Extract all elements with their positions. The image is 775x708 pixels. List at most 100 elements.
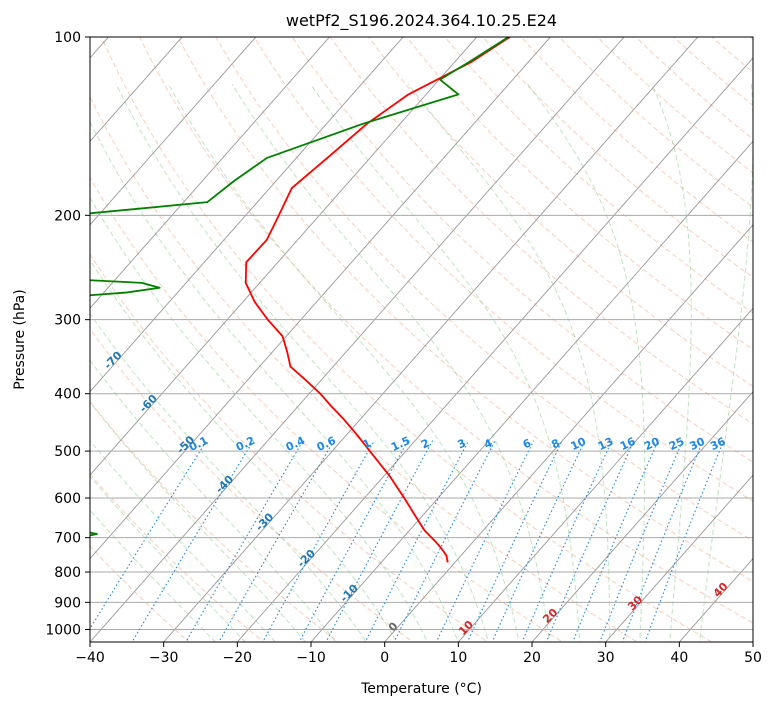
moist-adiabat — [90, 120, 459, 642]
dry-adiabat — [90, 95, 638, 642]
mixing-ratio-label: 25 — [667, 435, 686, 453]
temperature-trace — [244, 37, 511, 563]
dry-adiabat — [329, 37, 753, 425]
dry-adiabat — [90, 253, 489, 642]
y-tick-label: 500 — [54, 444, 81, 460]
isotherm-line — [90, 37, 257, 226]
mixing-ratio-label: 36 — [708, 435, 728, 453]
moist-adiabat — [231, 83, 550, 642]
dry-adiabat — [177, 37, 753, 583]
mixing-ratio-line — [262, 440, 375, 642]
isotherm-line — [90, 37, 331, 309]
moist-adiabat — [699, 83, 753, 642]
y-axis-label: Pressure (hPa) — [12, 289, 28, 389]
x-tick-label: 50 — [744, 650, 762, 666]
x-tick-label: 10 — [449, 650, 467, 666]
mixing-ratio-line — [298, 440, 409, 642]
moist-adiabat — [115, 83, 490, 642]
mixing-ratio-line — [466, 440, 563, 642]
moist-adiabats — [90, 83, 753, 642]
moist-adiabat — [90, 475, 246, 642]
isotherm-line — [163, 37, 699, 642]
mixing-ratio-line — [435, 440, 535, 642]
y-tick-label: 100 — [54, 30, 81, 46]
isotherm-line — [90, 37, 478, 476]
x-tick-label: 20 — [523, 650, 541, 666]
moist-adiabat — [90, 259, 398, 642]
isotherm-line — [90, 37, 625, 642]
dry-adiabat — [90, 176, 564, 642]
isotherms — [90, 37, 753, 642]
mixing-ratio-line — [218, 440, 335, 642]
x-axis-label: Temperature (°C) — [360, 681, 482, 697]
x-tick-label: −40 — [75, 650, 105, 666]
dry-adiabat — [482, 37, 753, 278]
mixing-ratio-label: 20 — [642, 435, 662, 453]
y-tick-label: 200 — [54, 208, 81, 224]
chart-title: wetPf2_S196.2024.364.10.25.E24 — [286, 11, 557, 31]
isobars — [90, 37, 753, 630]
mixing-ratio-line — [185, 440, 304, 642]
x-tick-label: 0 — [380, 650, 389, 666]
mixing-ratio-label: 13 — [596, 435, 615, 453]
mixing-ratio-line — [521, 440, 613, 642]
y-tick-label: 700 — [54, 531, 81, 547]
y-tick-label: 1000 — [45, 622, 81, 638]
mixing-ratio-line — [90, 440, 208, 630]
moist-adiabat — [407, 83, 611, 642]
dewpoint-trace — [90, 37, 509, 537]
y-tick-label: 800 — [54, 565, 81, 581]
isotherm-line — [531, 390, 753, 642]
isotherm-line — [310, 140, 753, 642]
dry-adiabat — [444, 37, 753, 314]
moist-adiabat — [309, 83, 581, 642]
x-tick-label: −20 — [223, 650, 253, 666]
dry-adiabat — [253, 37, 753, 502]
mixing-ratio-line — [131, 440, 254, 642]
moist-adiabat — [90, 312, 367, 642]
mixing-ratio-line — [572, 440, 659, 642]
moist-adiabat — [167, 83, 520, 642]
dry-adiabat — [139, 37, 753, 624]
isotherm-line — [90, 37, 183, 143]
mixing-ratio-lines — [90, 440, 725, 642]
x-tick-label: −30 — [149, 650, 179, 666]
x-tick-label: −10 — [296, 650, 326, 666]
y-axis-ticks: 100 200 300 400 500 600 700 800 900 1000 — [45, 30, 90, 638]
mixing-ratio-label: 30 — [688, 435, 708, 453]
plot-area — [90, 37, 753, 642]
y-tick-label: 400 — [54, 387, 81, 403]
isotherm-line — [90, 37, 404, 393]
mixing-ratio-line — [325, 440, 434, 642]
dry-adiabat — [90, 545, 190, 642]
x-tick-label: 40 — [670, 650, 688, 666]
isotherm-line — [236, 57, 753, 642]
moist-adiabat — [90, 359, 337, 642]
plot-frame — [89, 36, 754, 643]
mixing-ratio-label: 16 — [618, 435, 638, 453]
dry-adiabat — [558, 37, 753, 208]
y-tick-label: 300 — [54, 313, 81, 329]
moist-adiabat — [526, 83, 646, 642]
isotherm-line — [605, 474, 753, 642]
mixing-ratio-label: 10 — [569, 435, 589, 453]
isotherm-line — [457, 307, 753, 642]
dry-adiabats — [90, 37, 753, 642]
mixing-ratio-line — [491, 440, 586, 642]
x-axis-ticks: −40 −30 −20 −10 0 10 20 30 40 50 — [75, 642, 762, 666]
dry-adiabat — [100, 37, 713, 642]
moist-adiabat — [90, 439, 276, 642]
moist-adiabat — [90, 509, 216, 642]
dry-adiabat — [90, 327, 414, 642]
y-tick-label: 900 — [54, 595, 81, 611]
x-tick-label: 30 — [597, 650, 615, 666]
isotherm-line — [384, 224, 753, 642]
moist-adiabat — [651, 83, 692, 642]
dry-adiabat — [90, 400, 340, 642]
y-tick-label: 600 — [54, 491, 81, 507]
profile-traces — [90, 37, 511, 563]
dry-adiabat — [367, 37, 753, 387]
moist-adiabat — [90, 196, 429, 642]
background-lines — [90, 37, 753, 642]
